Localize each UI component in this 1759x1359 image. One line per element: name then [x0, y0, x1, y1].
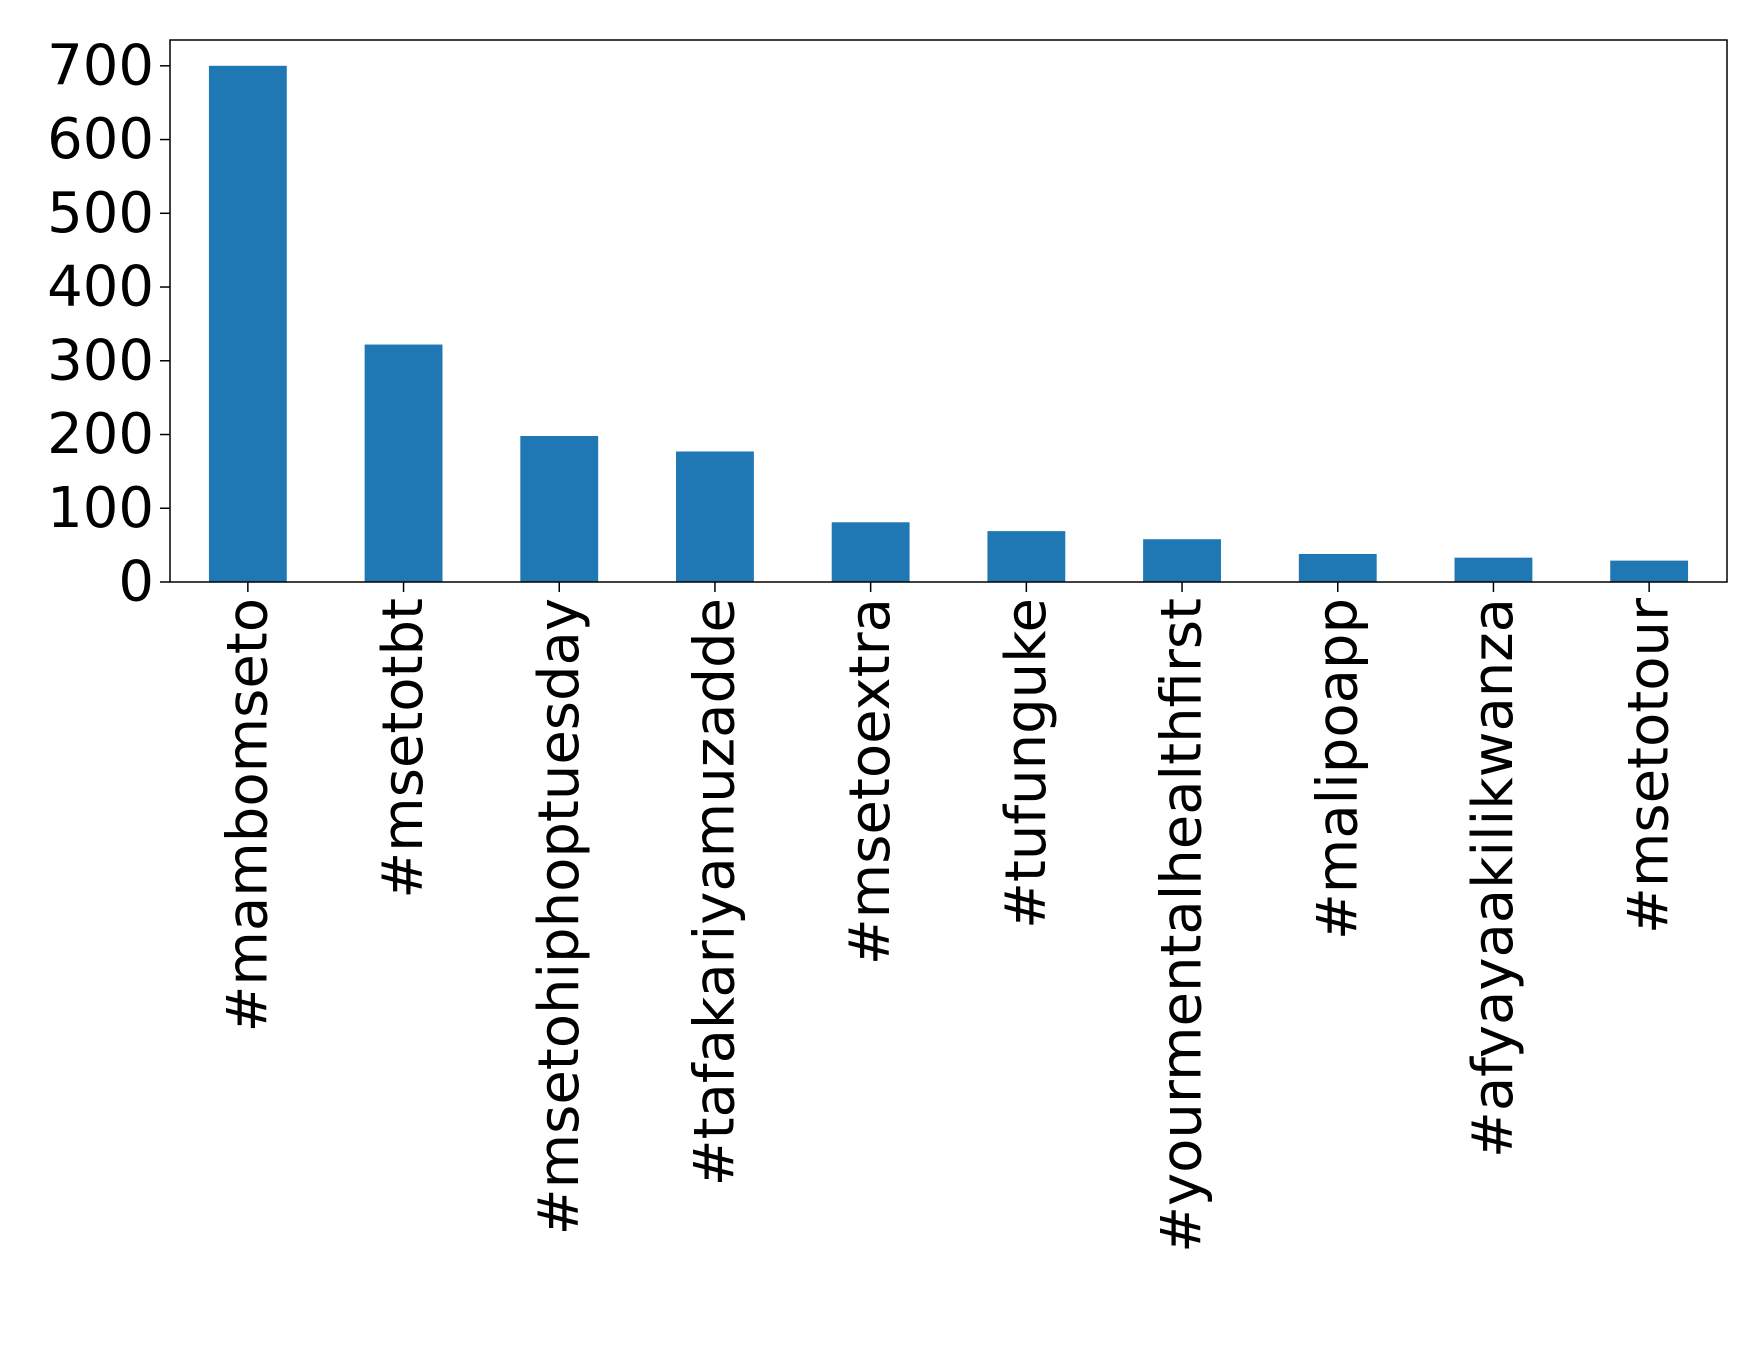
x-tick-label: #afyayaakilikwanza [1461, 598, 1526, 1158]
y-tick-label: 100 [47, 476, 154, 541]
x-axis: #mambomseto #msetotbt #msetohiphoptuesday #… [215, 582, 1682, 1253]
bar-afyayaakilikwanza [1454, 557, 1533, 582]
x-tick-label: #msetohiphoptuesday [527, 598, 592, 1235]
bar-msetotour [1610, 560, 1689, 582]
y-tick-label: 300 [47, 328, 154, 393]
plot-frame [169, 39, 1728, 583]
x-tick-label: #msetotbt [371, 598, 436, 899]
bars-group [208, 65, 1689, 583]
y-tick-label: 500 [47, 181, 154, 246]
y-axis: 0 100 200 300 400 500 600 700 [47, 33, 170, 615]
y-tick-label: 700 [47, 33, 154, 98]
bar-tafakariyamuzadde [676, 451, 754, 582]
x-tick-label: #tafakariyamuzadde [682, 598, 747, 1186]
bar-msetotbt [364, 344, 443, 582]
x-tick-label: #msetotour [1617, 597, 1682, 934]
x-tick-label: #tufunguke [994, 598, 1059, 929]
x-tick-label: #msetoextra [838, 598, 903, 965]
y-tick-label: 200 [47, 402, 154, 467]
x-tick-label: #mambomseto [215, 598, 280, 1033]
x-tick-label: #malipoapp [1305, 598, 1370, 940]
bar-mambomseto [208, 65, 287, 583]
bar-malipoapp [1298, 553, 1377, 582]
bar-tufunguke [987, 531, 1066, 582]
y-tick-label: 0 [118, 550, 154, 615]
x-tick-label: #yourmentalhealthfirst [1150, 598, 1215, 1253]
bar-yourmentalhealthfirst [1143, 539, 1221, 582]
bar-msetohiphoptuesday [520, 435, 599, 582]
y-tick-label: 400 [47, 255, 154, 320]
bar-msetoextra [831, 522, 910, 582]
y-tick-label: 600 [47, 107, 154, 172]
